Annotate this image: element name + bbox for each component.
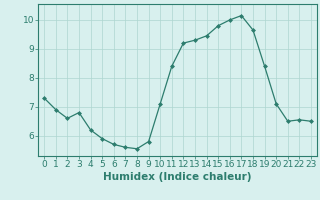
- X-axis label: Humidex (Indice chaleur): Humidex (Indice chaleur): [103, 172, 252, 182]
